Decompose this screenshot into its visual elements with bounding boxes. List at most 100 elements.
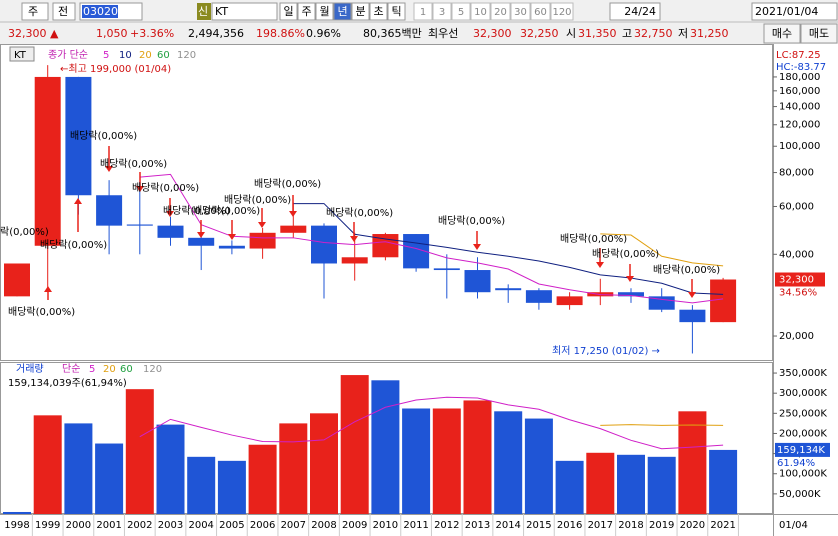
interval-button[interactable] (470, 2, 491, 21)
interval-button[interactable] (530, 2, 551, 21)
ma-line (139, 173, 724, 304)
volume-label: 거래량 (16, 363, 44, 375)
vma-legend: 120 (143, 364, 162, 375)
quote-vol-ratio: 198.86% (256, 27, 305, 40)
interval[interactable]: 30 (514, 7, 527, 18)
interval[interactable]: 3 (439, 7, 445, 18)
date: 2021/01/04 (755, 5, 818, 18)
volume-bar (217, 460, 246, 514)
period-button[interactable] (351, 2, 370, 21)
candle-body (126, 224, 153, 226)
volume-bar (125, 389, 154, 514)
quote-ask: 32,300 (473, 27, 512, 40)
vma-line (600, 424, 724, 426)
period-button[interactable] (369, 2, 388, 21)
period-button[interactable] (333, 2, 352, 21)
market: 주 (28, 5, 38, 18)
interval[interactable]: 1 (420, 7, 426, 18)
y-tick-label: 100,000 (779, 141, 820, 152)
candle-body (556, 296, 583, 306)
lc-label: LC:87.25 (776, 50, 821, 61)
ma-legend: 10 (119, 50, 132, 61)
interval-button[interactable] (432, 2, 452, 21)
period[interactable]: 년 (337, 5, 347, 18)
quote-volume: 2,494,356 (188, 27, 244, 40)
quote-low: 31,250 (690, 27, 729, 40)
period[interactable]: 분 (355, 5, 365, 18)
dividend-arrowhead (197, 232, 205, 238)
candle-body (218, 245, 245, 249)
quote-bid: 32,250 (520, 27, 559, 40)
last-price-box (775, 272, 825, 287)
name-box (211, 2, 278, 21)
name: KT (215, 5, 228, 18)
vma-legend: 60 (120, 364, 133, 375)
interval-button[interactable] (510, 2, 531, 21)
buy[interactable]: 매수 (772, 27, 792, 40)
x-tick-label: 2019 (649, 520, 674, 531)
market-box[interactable] (21, 2, 49, 21)
new-box[interactable] (197, 3, 211, 20)
x-tick-label: 2017 (588, 520, 613, 531)
ma-legend: 20 (139, 50, 152, 61)
interval[interactable]: 120 (552, 7, 571, 18)
quote-high: 32,750 (634, 27, 673, 40)
period[interactable]: 일 (283, 4, 293, 18)
dividend-arrowhead (688, 292, 696, 298)
period-button[interactable] (297, 2, 316, 21)
volume-bar (64, 423, 93, 514)
period-button[interactable] (315, 2, 334, 21)
last-rate: 34.56% (779, 288, 817, 299)
x-tick-label: 2016 (557, 520, 582, 531)
dividend-arrowhead (473, 244, 481, 250)
x-tick-label: 2005 (219, 520, 244, 531)
volume-info: 159,134,039주(61,94%) (8, 378, 127, 389)
interval[interactable]: 10 (474, 7, 487, 18)
dividend-note: 배당락(0,00%) (254, 178, 321, 190)
candle-body (249, 232, 276, 249)
type-box[interactable] (52, 2, 76, 21)
candle-body (341, 257, 368, 264)
volume-bar (647, 456, 676, 514)
ma-label: 종가 단순 (48, 49, 88, 61)
period[interactable]: 초 (373, 5, 383, 18)
period-button[interactable] (387, 2, 406, 21)
period[interactable]: 월 (319, 5, 329, 18)
interval-button[interactable] (490, 2, 511, 21)
type: 전 (58, 5, 68, 18)
volume-bar (3, 511, 31, 514)
x-tick-label: 2020 (680, 520, 705, 531)
date-box[interactable] (751, 2, 838, 21)
x-tick-label: 2009 (342, 520, 367, 531)
x-tick-label: 2013 (465, 520, 490, 531)
period-button[interactable] (279, 2, 298, 21)
sell-button[interactable] (800, 23, 838, 44)
sell[interactable]: 매도 (809, 27, 829, 40)
dividend-arrowhead (626, 276, 634, 282)
buy-button[interactable] (763, 23, 801, 44)
interval-button[interactable] (451, 2, 471, 21)
interval-button[interactable] (550, 2, 574, 21)
x-tick-label: 2014 (495, 520, 520, 531)
x-tick-label: 2006 (250, 520, 275, 531)
x-tick-label: 1999 (35, 520, 60, 531)
interval-button[interactable] (413, 2, 433, 21)
interval[interactable]: 5 (458, 7, 464, 18)
interval[interactable]: 20 (494, 7, 507, 18)
period[interactable]: 주 (301, 5, 311, 18)
x-tick-label: 2007 (281, 520, 306, 531)
quote-change: 1,050 (96, 27, 128, 40)
x-tick-label: 2003 (158, 520, 183, 531)
dividend-note: 락(0,00%) (0, 226, 49, 238)
y-tick-label: 60,000 (779, 201, 814, 212)
last-volume-rate: 61.94% (777, 458, 815, 469)
y-tick-label: 250,000K (779, 408, 827, 419)
volume-bar (617, 454, 645, 514)
volume-bar (248, 444, 277, 514)
x-last: 01/04 (779, 520, 808, 531)
ma-legend: 120 (177, 50, 196, 61)
period[interactable]: 틱 (391, 5, 401, 18)
interval[interactable]: 60 (534, 7, 547, 18)
quote-high-label: 고 (622, 27, 632, 40)
y-tick-label: 160,000 (779, 86, 820, 97)
